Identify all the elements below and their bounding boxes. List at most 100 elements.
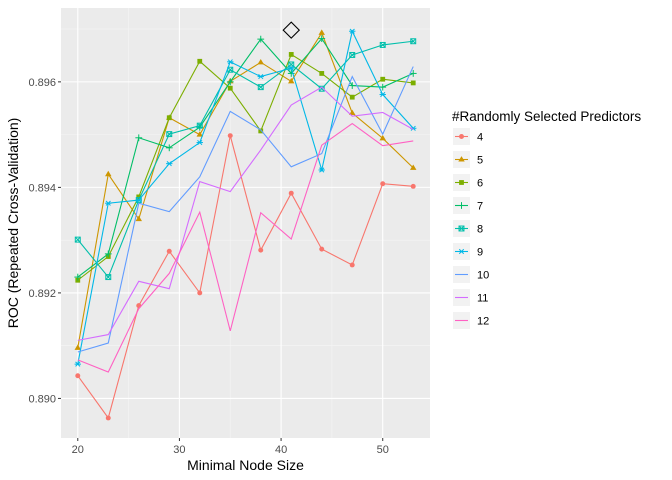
point-square bbox=[288, 52, 294, 57]
legend-label: 10 bbox=[477, 270, 489, 282]
series-4 bbox=[75, 133, 416, 421]
point-squarecross-box bbox=[410, 38, 417, 45]
series-line-8 bbox=[77, 40, 414, 279]
y-tick-label: 0.890 bbox=[28, 393, 56, 405]
point-asterisk-d2 bbox=[410, 125, 416, 131]
point-asterisk-d2 bbox=[227, 59, 233, 65]
best-point-layer bbox=[282, 21, 301, 39]
point-asterisk-d2 bbox=[319, 167, 325, 173]
point-squarecross-box bbox=[257, 84, 264, 91]
best-point-diamond bbox=[282, 21, 301, 39]
x-tick-label: 40 bbox=[275, 444, 287, 456]
point-square bbox=[136, 194, 142, 200]
legend: #Randomly Selected Predictors 4 5 6 7 8 9 10 11… bbox=[452, 109, 641, 329]
point-asterisk-d2 bbox=[197, 139, 203, 146]
series-line-4 bbox=[77, 135, 414, 420]
series-line-12 bbox=[77, 122, 414, 373]
point-triangle bbox=[379, 134, 386, 141]
point-squarecross-box bbox=[379, 41, 386, 48]
point-squarecross-box bbox=[288, 61, 295, 68]
legend-item-11: 11 bbox=[453, 289, 488, 306]
legend-item-8: 8 bbox=[453, 220, 483, 237]
legend-item-5: 5 bbox=[453, 151, 483, 168]
point-squarecross-box bbox=[105, 274, 112, 281]
point-circle bbox=[288, 190, 294, 196]
point-squarecross-d2 bbox=[105, 274, 112, 280]
point-squarecross-d2 bbox=[379, 42, 386, 48]
point-square bbox=[197, 58, 203, 64]
legend-title: #Randomly Selected Predictors bbox=[452, 109, 641, 124]
series-11 bbox=[77, 86, 414, 341]
point-triangle bbox=[105, 170, 112, 177]
legend-label: 7 bbox=[477, 201, 483, 213]
point-circle bbox=[349, 262, 355, 268]
point-square bbox=[459, 180, 464, 185]
point-circle bbox=[459, 134, 464, 139]
legend-item-4: 4 bbox=[453, 128, 483, 145]
point-asterisk-d2 bbox=[166, 161, 172, 167]
point-square bbox=[166, 115, 172, 121]
point-squarecross-box bbox=[349, 51, 356, 58]
point-circle bbox=[105, 415, 111, 421]
point-circle bbox=[258, 247, 264, 253]
point-asterisk-d2 bbox=[136, 197, 142, 203]
point-squarecross-d2 bbox=[227, 66, 234, 73]
y-tick-label: 0.892 bbox=[28, 288, 56, 300]
series-line-11 bbox=[77, 86, 414, 341]
point-triangle bbox=[257, 58, 264, 65]
point-triangle bbox=[74, 344, 82, 350]
series-10 bbox=[77, 66, 414, 353]
point-squarecross-d2 bbox=[410, 38, 417, 45]
point-squarecross-box bbox=[196, 122, 203, 129]
legend-item-10: 10 bbox=[453, 266, 489, 283]
point-square bbox=[380, 76, 386, 82]
y-tick-label: 0.894 bbox=[28, 182, 56, 194]
legend-label: 9 bbox=[477, 247, 483, 259]
point-squarecross-d2 bbox=[166, 131, 173, 137]
series-9 bbox=[74, 28, 417, 367]
point-square bbox=[349, 94, 355, 100]
point-circle bbox=[380, 181, 386, 187]
point-squarecross-d2 bbox=[257, 84, 264, 90]
point-triangle bbox=[458, 156, 465, 162]
point-squarecross-d2 bbox=[458, 225, 465, 232]
point-circle bbox=[410, 183, 416, 189]
series-line-9 bbox=[77, 29, 414, 365]
series-8 bbox=[74, 38, 417, 281]
legend-item-6: 6 bbox=[453, 174, 483, 191]
series-12 bbox=[77, 122, 414, 373]
point-asterisk-d2 bbox=[349, 28, 355, 34]
point-squarecross-d2 bbox=[318, 85, 325, 92]
legend-label: 12 bbox=[477, 316, 489, 328]
point-triangle bbox=[196, 131, 203, 137]
point-circle bbox=[197, 290, 203, 296]
point-triangle bbox=[135, 215, 142, 222]
point-triangle bbox=[409, 164, 417, 170]
point-triangle bbox=[318, 29, 325, 35]
axes: 20 30 40 50 0.890 0.892 0.894 0.896 bbox=[28, 77, 388, 456]
legend-label: 11 bbox=[477, 293, 488, 305]
point-circle bbox=[75, 373, 81, 379]
point-circle bbox=[166, 248, 172, 254]
point-asterisk-d2 bbox=[105, 200, 111, 206]
series-line-6 bbox=[77, 53, 414, 281]
legend-item-7: 7 bbox=[453, 197, 483, 214]
y-axis-title: ROC (Repeated Cross-Validation) bbox=[5, 118, 21, 329]
legend-item-9: 9 bbox=[453, 243, 483, 260]
point-asterisk-d2 bbox=[458, 248, 465, 255]
x-tick-label: 30 bbox=[173, 444, 185, 456]
point-squarecross-box bbox=[74, 236, 81, 243]
point-square bbox=[258, 128, 264, 134]
legend-label: 4 bbox=[477, 132, 483, 144]
point-circle bbox=[319, 246, 325, 252]
x-tick-label: 50 bbox=[377, 444, 389, 456]
point-asterisk-d2 bbox=[258, 73, 264, 80]
point-squarecross-d2 bbox=[74, 236, 81, 243]
legend-label: 6 bbox=[477, 178, 483, 190]
point-asterisk-d2 bbox=[288, 65, 294, 71]
x-axis-title: Minimal Node Size bbox=[187, 457, 304, 473]
series-line-10 bbox=[77, 66, 414, 353]
point-square bbox=[227, 85, 233, 91]
point-triangle bbox=[288, 77, 295, 84]
